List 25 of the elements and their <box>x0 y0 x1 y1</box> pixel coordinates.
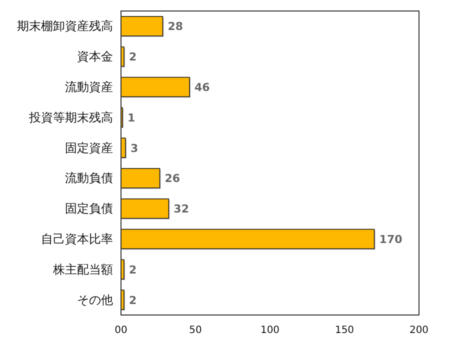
y-tick-label: 期末棚卸資産残高 <box>17 19 113 34</box>
y-tick-label: 自己資本比率 <box>41 232 113 246</box>
data-label: 2 <box>128 50 137 64</box>
y-tick-label: 固定負債 <box>65 202 113 216</box>
data-label: 1 <box>127 111 136 124</box>
x-tick-label: 150 <box>334 325 354 336</box>
data-label: 3 <box>130 142 138 155</box>
data-label: 170 <box>379 233 403 246</box>
data-label: 32 <box>174 202 189 216</box>
y-tick-label: 固定資産 <box>65 140 113 155</box>
y-tick-label: 流動負債 <box>65 171 113 186</box>
y-tick-label: 資本金 <box>77 50 113 64</box>
x-tick-label: 200 <box>409 325 429 336</box>
y-tick-label: その他 <box>77 292 113 307</box>
x-tick-label: 100 <box>260 325 280 336</box>
y-tick-label: 投資等期末残高 <box>28 110 113 124</box>
x-tick-label: 50 <box>189 325 202 336</box>
y-tick-label: 株主配当額 <box>52 262 113 276</box>
y-tick-label: 流動資産 <box>65 80 113 94</box>
x-tick-label: 00 <box>114 325 128 336</box>
data-label: 2 <box>128 263 137 276</box>
data-label: 28 <box>168 20 184 34</box>
data-label: 46 <box>194 81 210 94</box>
data-label: 26 <box>164 172 180 186</box>
data-label: 2 <box>128 294 137 307</box>
